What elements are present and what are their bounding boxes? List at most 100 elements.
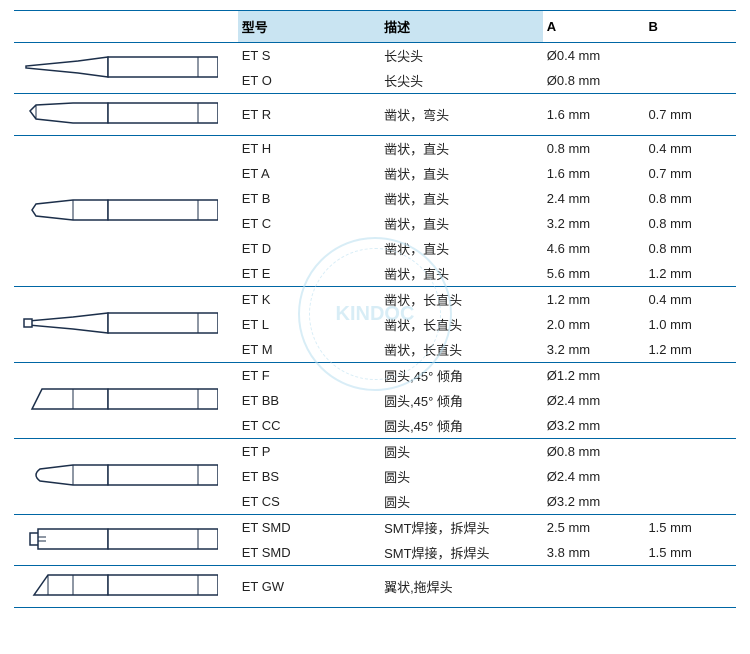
b-cell: 0.4 mm [644, 136, 736, 162]
b-cell: 0.8 mm [644, 211, 736, 236]
a-cell: Ø0.8 mm [543, 68, 645, 93]
col-desc: 描述 [380, 11, 543, 43]
a-cell: 1.6 mm [543, 161, 645, 186]
desc-cell: 凿状，直头 [380, 236, 543, 261]
a-cell [543, 566, 645, 608]
col-a: A [543, 11, 645, 43]
a-cell: 2.0 mm [543, 312, 645, 337]
a-cell: Ø2.4 mm [543, 388, 645, 413]
col-model: 型号 [238, 11, 380, 43]
desc-cell: SMT焊接，拆焊头 [380, 540, 543, 565]
model-cell: ET H [238, 136, 380, 162]
desc-cell: 长尖头 [380, 43, 543, 69]
desc-cell: 凿状，长直头 [380, 337, 543, 362]
desc-cell: 凿状，长直头 [380, 287, 543, 313]
model-cell: ET M [238, 337, 380, 362]
model-cell: ET D [238, 236, 380, 261]
col-icon [14, 11, 238, 43]
a-cell: Ø3.2 mm [543, 413, 645, 438]
model-cell: ET C [238, 211, 380, 236]
desc-cell: 凿状，直头 [380, 161, 543, 186]
tip-icon-cell [14, 287, 238, 363]
col-b: B [644, 11, 736, 43]
b-cell [644, 413, 736, 438]
table-header-row: 型号 描述 A B [14, 11, 736, 43]
b-cell: 0.8 mm [644, 236, 736, 261]
a-cell: Ø2.4 mm [543, 464, 645, 489]
b-cell: 0.7 mm [644, 161, 736, 186]
b-cell [644, 566, 736, 608]
a-cell: 1.6 mm [543, 94, 645, 136]
b-cell: 1.2 mm [644, 337, 736, 362]
a-cell: Ø1.2 mm [543, 363, 645, 389]
model-cell: ET O [238, 68, 380, 93]
b-cell: 1.5 mm [644, 515, 736, 541]
tip-chisel-icon [18, 194, 218, 226]
tip-icon-cell [14, 515, 238, 566]
b-cell [644, 43, 736, 69]
desc-cell: 圆头 [380, 464, 543, 489]
table-row: ET P圆头Ø0.8 mm [14, 439, 736, 465]
tip-smd-icon [18, 523, 218, 555]
tip-gullwing-icon [18, 569, 218, 601]
tip-conical-icon [18, 51, 218, 83]
a-cell: 4.6 mm [543, 236, 645, 261]
tip-icon-cell [14, 439, 238, 515]
b-cell: 1.2 mm [644, 261, 736, 286]
tip-icon-cell [14, 363, 238, 439]
desc-cell: 圆头,45° 倾角 [380, 363, 543, 389]
tip-round-icon [18, 459, 218, 491]
a-cell: Ø3.2 mm [543, 489, 645, 514]
tip-chisel-long-icon [18, 307, 218, 339]
model-cell: ET BB [238, 388, 380, 413]
model-cell: ET A [238, 161, 380, 186]
table-row: ET GW翼状,拖焊头 [14, 566, 736, 608]
table-row: ET R凿状，弯头1.6 mm0.7 mm [14, 94, 736, 136]
model-cell: ET SMD [238, 540, 380, 565]
tip-icon-cell [14, 94, 238, 136]
table-row: ET F圆头,45° 倾角Ø1.2 mm [14, 363, 736, 389]
b-cell [644, 464, 736, 489]
desc-cell: 圆头 [380, 439, 543, 465]
desc-cell: 凿状，直头 [380, 136, 543, 162]
desc-cell: 凿状，直头 [380, 261, 543, 286]
tip-icon-cell [14, 43, 238, 94]
model-cell: ET GW [238, 566, 380, 608]
tip-icon-cell [14, 136, 238, 287]
a-cell: Ø0.8 mm [543, 439, 645, 465]
desc-cell: 凿状，直头 [380, 211, 543, 236]
desc-cell: SMT焊接，拆焊头 [380, 515, 543, 541]
model-cell: ET R [238, 94, 380, 136]
a-cell: 3.2 mm [543, 337, 645, 362]
model-cell: ET E [238, 261, 380, 286]
desc-cell: 凿状，长直头 [380, 312, 543, 337]
tip-chisel-bent-icon [18, 97, 218, 129]
model-cell: ET SMD [238, 515, 380, 541]
model-cell: ET F [238, 363, 380, 389]
desc-cell: 圆头,45° 倾角 [380, 413, 543, 438]
model-cell: ET K [238, 287, 380, 313]
tip-round-bevel-icon [18, 383, 218, 415]
a-cell: 5.6 mm [543, 261, 645, 286]
desc-cell: 圆头,45° 倾角 [380, 388, 543, 413]
b-cell [644, 489, 736, 514]
desc-cell: 凿状，直头 [380, 186, 543, 211]
b-cell: 0.8 mm [644, 186, 736, 211]
table-row: ET SMDSMT焊接，拆焊头2.5 mm1.5 mm [14, 515, 736, 541]
model-cell: ET S [238, 43, 380, 69]
b-cell [644, 68, 736, 93]
a-cell: 0.8 mm [543, 136, 645, 162]
model-cell: ET L [238, 312, 380, 337]
model-cell: ET CS [238, 489, 380, 514]
spec-table: 型号 描述 A B ET S长尖头Ø0.4 mmET O长尖头Ø0.8 mm E… [14, 10, 736, 608]
b-cell [644, 388, 736, 413]
desc-cell: 凿状，弯头 [380, 94, 543, 136]
a-cell: 2.4 mm [543, 186, 645, 211]
model-cell: ET BS [238, 464, 380, 489]
b-cell: 1.5 mm [644, 540, 736, 565]
model-cell: ET B [238, 186, 380, 211]
a-cell: 2.5 mm [543, 515, 645, 541]
table-row: ET S长尖头Ø0.4 mm [14, 43, 736, 69]
desc-cell: 翼状,拖焊头 [380, 566, 543, 608]
group-separator [14, 607, 736, 608]
